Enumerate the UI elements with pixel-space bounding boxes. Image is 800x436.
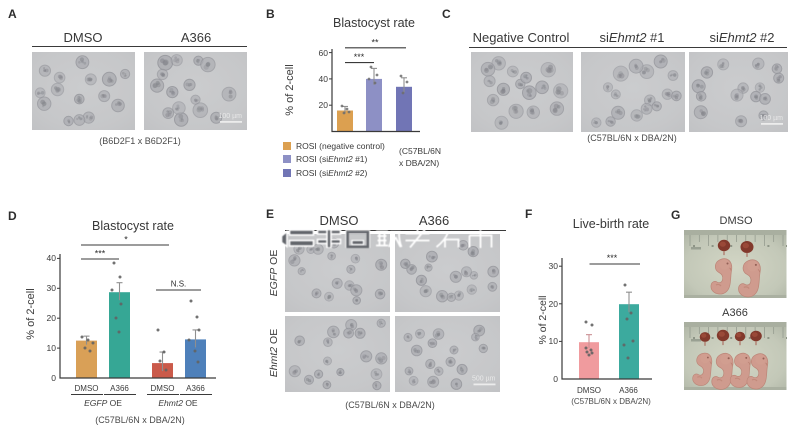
svg-text:***: ***	[95, 249, 106, 259]
svg-text:***: ***	[607, 253, 618, 263]
svg-text:***: ***	[354, 52, 365, 62]
svg-text:100 µm: 100 µm	[218, 113, 242, 120]
svg-text:**: **	[371, 38, 379, 48]
svg-text:100 µm: 100 µm	[759, 115, 783, 122]
svg-text:N.S.: N.S.	[171, 280, 187, 289]
svg-text:*: *	[124, 235, 128, 245]
svg-text:500 µm: 500 µm	[472, 375, 496, 382]
